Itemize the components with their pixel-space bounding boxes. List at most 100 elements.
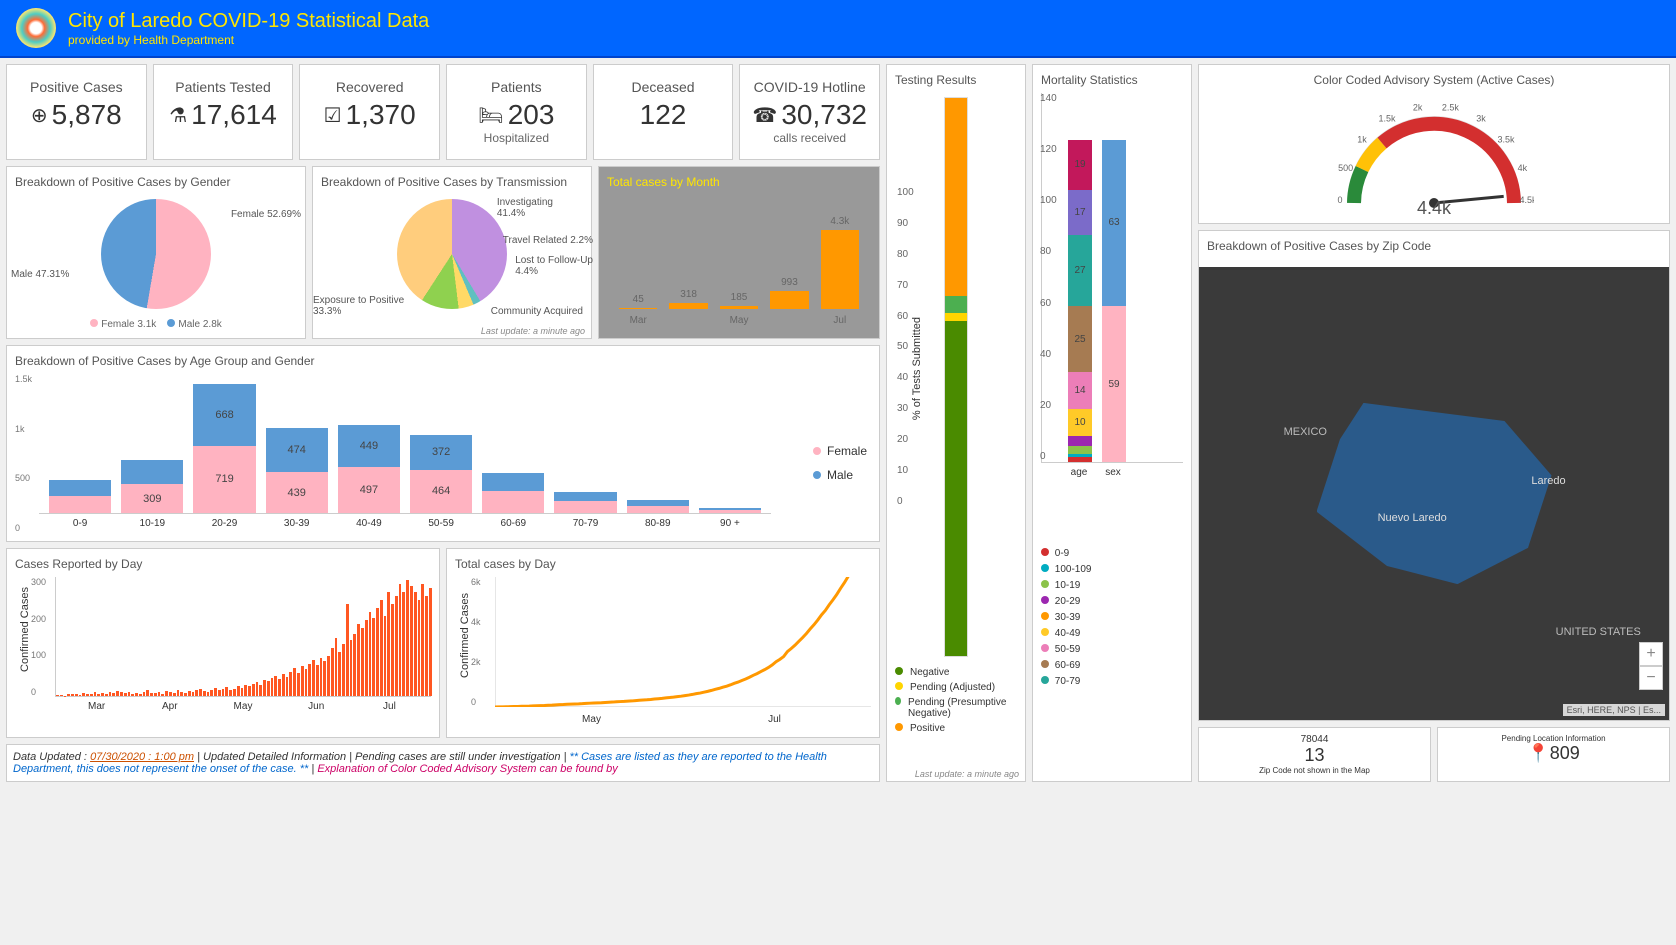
card-hotline[interactable]: COVID-19 Hotline ☎30,732 calls received <box>739 64 880 160</box>
panel-title: Color Coded Advisory System (Active Case… <box>1207 73 1661 87</box>
panel-title: Breakdown of Positive Cases by Gender <box>15 175 297 189</box>
card-value: 203 <box>508 99 555 131</box>
page-subtitle: provided by Health Department <box>68 33 429 47</box>
panel-title: Breakdown of Positive Cases by Age Group… <box>15 354 871 368</box>
transmission-pie-chart[interactable] <box>397 199 507 309</box>
gender-legend: Female 3.1k Male 2.8k <box>15 319 297 330</box>
data-updated-timestamp[interactable]: 07/30/2020 : 1:00 pm <box>90 751 194 763</box>
svg-text:4.5k: 4.5k <box>1519 195 1534 205</box>
pin-icon: 📍 <box>1527 743 1549 763</box>
phone-icon: ☎ <box>752 103 777 128</box>
svg-text:0: 0 <box>1337 195 1342 205</box>
map-label: Laredo <box>1531 475 1565 487</box>
pie-label: Community Acquired <box>491 306 583 317</box>
svg-text:1.5k: 1.5k <box>1378 114 1396 124</box>
last-update-label: Last update: a minute ago <box>481 326 585 336</box>
monthly-x-labels: MarMayJul <box>607 315 871 326</box>
testing-legend: NegativePending (Adjusted)Pending (Presu… <box>895 667 1017 734</box>
pie-label: Travel Related 2.2% <box>503 235 593 246</box>
card-value: 5,878 <box>52 99 122 131</box>
age-gender-panel: Breakdown of Positive Cases by Age Group… <box>6 345 880 542</box>
legend-dot-icon <box>813 471 821 479</box>
gauge-value: 4.4k <box>1207 198 1661 219</box>
daily-x-labels: MarAprMayJunJul <box>55 697 431 716</box>
card-title: Recovered <box>310 79 429 95</box>
y-axis-ticks: 6k4k2k0 <box>471 577 481 707</box>
card-value: 122 <box>640 99 687 131</box>
map-stat-zip[interactable]: 78044 13 Zip Code not shown in the Map <box>1198 727 1431 782</box>
svg-text:500: 500 <box>1338 163 1353 173</box>
card-patients[interactable]: Patients 🛏203 Hospitalized <box>446 64 587 160</box>
legend-dot-icon <box>90 319 98 327</box>
monthly-panel: Total cases by Month 453181859934.3k Mar… <box>598 166 880 339</box>
svg-text:4k: 4k <box>1518 163 1528 173</box>
panel-title: Cases Reported by Day <box>15 557 431 571</box>
svg-text:2k: 2k <box>1413 103 1423 112</box>
flask-icon: ⚗ <box>169 103 187 128</box>
panel-title: Total cases by Month <box>607 175 871 189</box>
svg-text:2.5k: 2.5k <box>1442 103 1460 112</box>
panel-title: Breakdown of Positive Cases by Transmiss… <box>321 175 583 189</box>
legend-dot-icon <box>813 447 821 455</box>
mortality-legend: 0-9 100-109 10-19 20-29 30-39 40-49 50-5… <box>1041 548 1183 687</box>
card-sub: calls received <box>750 131 869 145</box>
daily-bar-chart[interactable] <box>55 577 431 697</box>
age-gender-bar-chart[interactable]: 309668719474439449497372464 <box>39 374 771 514</box>
monthly-bar-chart[interactable]: 453181859934.3k <box>607 195 871 315</box>
age-legend: Female Male <box>813 444 867 482</box>
pie-label: Investigating41.4% <box>497 197 553 219</box>
stat-value: 809 <box>1550 743 1580 763</box>
gender-pie-chart[interactable] <box>101 199 211 309</box>
panel-title: Testing Results <box>895 73 1017 87</box>
mortality-panel: Mortality Statistics 140120100806040200 … <box>1032 64 1192 782</box>
footer-note: Data Updated : 07/30/2020 : 1:00 pm | Up… <box>6 744 880 782</box>
bed-icon: 🛏 <box>478 103 503 128</box>
panel-title: Mortality Statistics <box>1041 73 1183 87</box>
card-title: Deceased <box>604 79 723 95</box>
testing-panel: Testing Results 1009080706050403020100 %… <box>886 64 1026 782</box>
y-axis-label: Confirmed Cases <box>459 593 471 678</box>
y-axis-ticks: 1.5k1k5000 <box>15 374 32 533</box>
age-x-labels: 0-910-1920-2930-3940-4950-5960-6970-7980… <box>39 514 771 533</box>
y-axis-ticks: 3002001000 <box>31 577 46 697</box>
last-update-label: Last update: a minute ago <box>915 769 1019 779</box>
y-axis-label: Confirmed Cases <box>19 587 31 672</box>
map-panel: Breakdown of Positive Cases by Zip Code … <box>1198 230 1670 721</box>
cumulative-x-labels: MayJul <box>495 710 871 729</box>
gender-panel: Breakdown of Positive Cases by Gender Fe… <box>6 166 306 339</box>
page-header: City of Laredo COVID-19 Statistical Data… <box>0 0 1676 58</box>
cumulative-panel: Total cases by Day Confirmed Cases 6k4k2… <box>446 548 880 738</box>
card-tested[interactable]: Patients Tested ⚗17,614 <box>153 64 294 160</box>
pie-label: Female 52.69% <box>231 209 301 220</box>
panel-title: Breakdown of Positive Cases by Zip Code <box>1199 231 1669 261</box>
svg-text:1k: 1k <box>1357 135 1367 145</box>
map-region-shape <box>1317 403 1552 584</box>
map-stat-pending[interactable]: Pending Location Information 📍809 <box>1437 727 1670 782</box>
testing-stacked-bar[interactable] <box>944 97 968 657</box>
card-positive[interactable]: Positive Cases ⊕5,878 <box>6 64 147 160</box>
card-title: Patients <box>457 79 576 95</box>
page-title: City of Laredo COVID-19 Statistical Data <box>68 10 429 33</box>
cumulative-line-chart[interactable] <box>495 577 871 707</box>
card-title: Positive Cases <box>17 79 136 95</box>
card-value: 30,732 <box>781 99 867 131</box>
mortality-x-labels: agesex <box>1041 463 1183 478</box>
mortality-stacked-bar[interactable]: 140120100806040200 1014252717195963 <box>1041 93 1183 463</box>
pie-label: Male 47.31% <box>11 269 69 280</box>
map-label: MEXICO <box>1284 426 1327 438</box>
map-area[interactable]: MEXICO Laredo Nuevo Laredo UNITED STATES… <box>1199 267 1669 720</box>
zoom-out-button[interactable]: − <box>1639 666 1663 690</box>
stat-value: 13 <box>1205 745 1424 766</box>
gauge-panel: Color Coded Advisory System (Active Case… <box>1198 64 1670 224</box>
y-axis-ticks: 140120100806040200 <box>1040 93 1057 462</box>
zoom-in-button[interactable]: + <box>1639 642 1663 666</box>
gauge-chart[interactable]: 05001k1.5k2k2.5k3k3.5k4k4.5k 4.4k <box>1207 93 1661 219</box>
card-deceased[interactable]: Deceased 122 <box>593 64 734 160</box>
city-logo-icon <box>16 8 56 48</box>
card-recovered[interactable]: Recovered ☑1,370 <box>299 64 440 160</box>
pie-label: Lost to Follow-Up4.4% <box>515 255 593 277</box>
card-title: COVID-19 Hotline <box>750 79 869 95</box>
pie-label: Exposure to Positive33.3% <box>313 295 404 317</box>
map-attribution: Esri, HERE, NPS | Es... <box>1563 704 1665 716</box>
card-value: 17,614 <box>191 99 277 131</box>
